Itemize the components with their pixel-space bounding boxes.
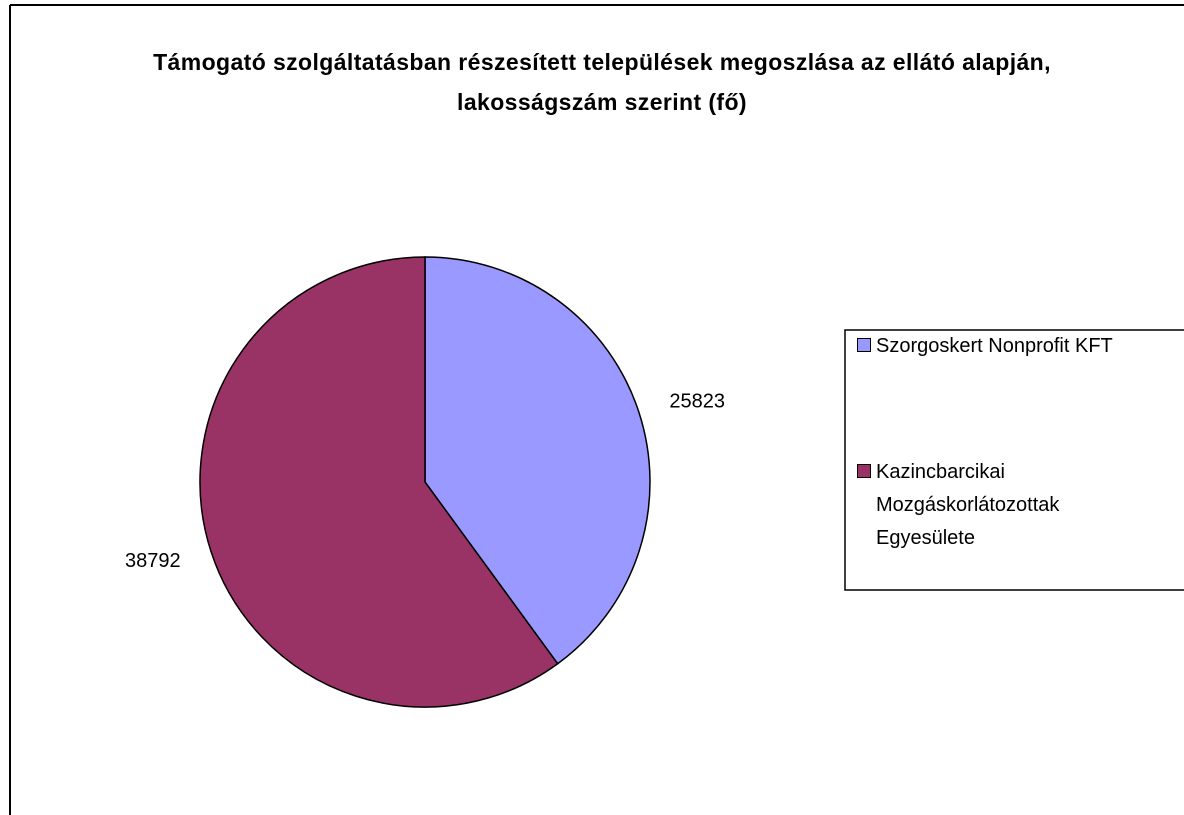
legend-label: Szorgoskert Nonprofit KFT (876, 335, 1113, 357)
legend-item: Szorgoskert Nonprofit KFT (857, 330, 1113, 363)
pie-slice (199, 256, 559, 708)
legend-label: Kazincbarcikai Mozgáskorlátozottak Egyes… (876, 461, 1060, 549)
data-label: 25823 (669, 391, 725, 413)
chart-title: Támogató szolgáltatásban részesített tel… (153, 49, 1051, 115)
legend-swatch (857, 338, 871, 352)
legend-item: Kazincbarcikai Mozgáskorlátozottak Egyes… (857, 456, 1106, 555)
pie-slice (424, 256, 651, 665)
legend-swatch (857, 464, 871, 478)
data-label: 38792 (125, 550, 181, 572)
pie (199, 256, 651, 708)
legend-frame (844, 329, 1184, 591)
